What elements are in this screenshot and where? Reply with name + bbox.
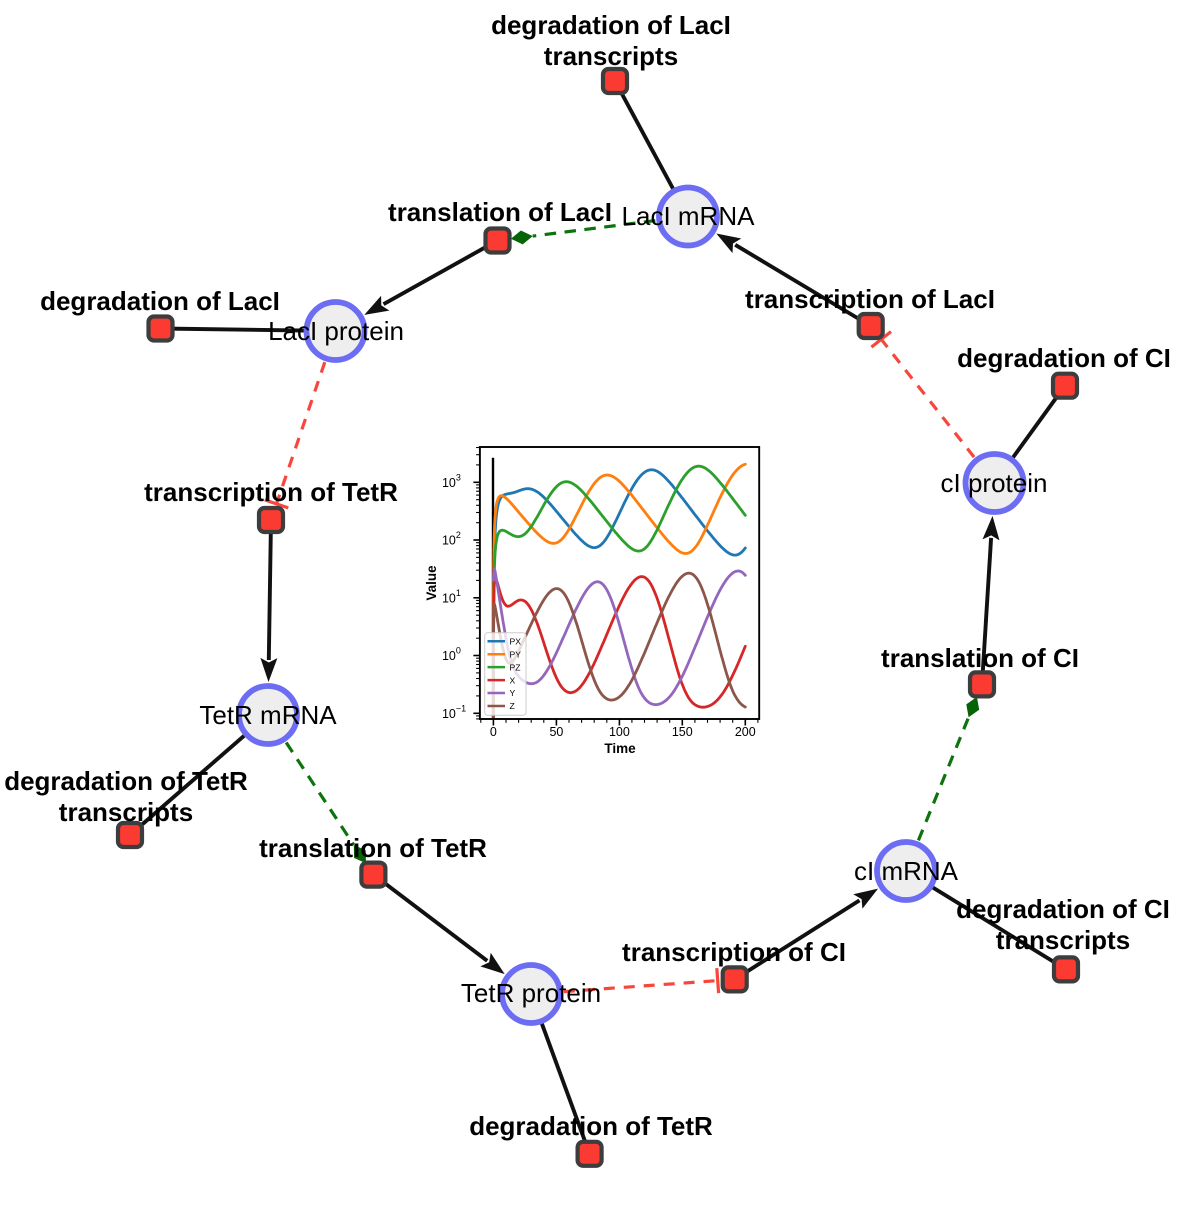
svg-text:PX: PX [510,636,522,646]
svg-text:degradation of CI: degradation of CI [957,343,1171,373]
svg-text:Y: Y [510,688,516,698]
svg-text:100: 100 [609,725,630,739]
svg-text:10: 10 [442,649,456,663]
svg-text:−1: −1 [456,703,466,713]
svg-text:translation of CI: translation of CI [881,643,1079,673]
svg-text:50: 50 [549,725,563,739]
svg-text:LacI protein: LacI protein [268,316,404,346]
svg-text:1: 1 [456,588,461,598]
svg-text:0: 0 [456,646,461,656]
svg-text:degradation of LacI: degradation of LacI [491,10,731,40]
svg-text:TetR mRNA: TetR mRNA [199,700,337,730]
svg-text:degradation of CI: degradation of CI [956,894,1170,924]
svg-text:transcripts: transcripts [996,925,1130,955]
svg-text:degradation of TetR: degradation of TetR [469,1111,713,1141]
svg-text:0: 0 [490,725,497,739]
svg-text:Z: Z [510,701,515,711]
svg-text:10: 10 [442,534,456,548]
svg-text:3: 3 [456,472,461,482]
svg-text:200: 200 [735,725,756,739]
svg-text:2: 2 [456,530,461,540]
svg-text:LacI mRNA: LacI mRNA [622,201,756,231]
svg-text:X: X [510,675,516,685]
svg-text:transcripts: transcripts [59,797,193,827]
svg-text:translation of LacI: translation of LacI [388,197,612,227]
svg-text:transcripts: transcripts [544,41,678,71]
svg-text:10: 10 [442,591,456,605]
svg-text:PY: PY [510,649,522,659]
svg-text:degradation of TetR: degradation of TetR [4,766,248,796]
svg-text:transcription of CI: transcription of CI [622,937,846,967]
svg-text:Time: Time [604,741,636,756]
svg-text:TetR protein: TetR protein [461,978,601,1008]
svg-text:transcription of TetR: transcription of TetR [144,477,398,507]
svg-text:10: 10 [442,707,456,721]
svg-text:degradation of LacI: degradation of LacI [40,286,280,316]
svg-text:PZ: PZ [510,662,521,672]
svg-text:cI protein: cI protein [941,468,1048,498]
svg-text:translation of TetR: translation of TetR [259,833,487,863]
svg-text:150: 150 [672,725,693,739]
svg-text:transcription of LacI: transcription of LacI [745,284,995,314]
svg-text:10: 10 [442,476,456,490]
svg-text:Value: Value [424,565,439,601]
svg-text:cI mRNA: cI mRNA [854,856,959,886]
